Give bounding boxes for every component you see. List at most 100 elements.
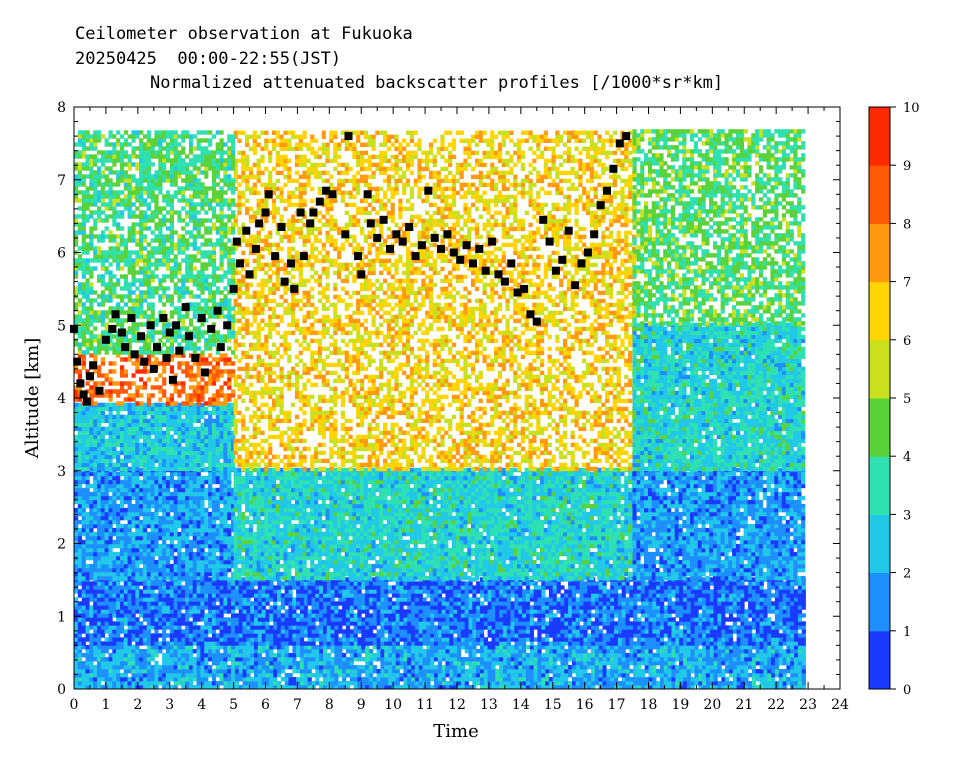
backscatter-cell <box>449 609 454 614</box>
backscatter-cell <box>568 589 573 594</box>
backscatter-cell <box>583 673 588 678</box>
backscatter-cell <box>533 673 538 678</box>
backscatter-cell <box>196 625 201 630</box>
backscatter-cell <box>514 581 519 586</box>
backscatter-cell <box>208 669 213 674</box>
backscatter-cell <box>242 677 247 682</box>
backscatter-cell <box>139 661 144 666</box>
backscatter-cell <box>548 585 554 590</box>
backscatter-cell <box>177 653 182 658</box>
backscatter-cell <box>717 657 722 662</box>
backscatter-cell <box>74 673 79 678</box>
backscatter-cell <box>763 605 768 610</box>
backscatter-cell <box>277 641 282 646</box>
backscatter-cell <box>529 589 534 594</box>
backscatter-cell <box>633 653 638 658</box>
backscatter-cell <box>215 665 220 670</box>
backscatter-cell <box>633 609 638 614</box>
backscatter-cell <box>571 633 577 638</box>
backscatter-cell <box>250 685 255 690</box>
backscatter-cell <box>568 633 573 638</box>
backscatter-cell <box>277 585 282 590</box>
backscatter-cell <box>246 641 251 646</box>
backscatter-cell <box>713 593 718 598</box>
backscatter-cell <box>583 669 588 674</box>
backscatter-cell <box>181 613 186 618</box>
backscatter-cell <box>227 673 232 678</box>
backscatter-cell <box>219 625 224 630</box>
backscatter-cell <box>231 617 236 622</box>
backscatter-cell <box>219 669 224 674</box>
backscatter-cell <box>751 581 757 586</box>
backscatter-cell <box>380 597 385 602</box>
backscatter-cell <box>93 605 98 610</box>
backscatter-cell <box>629 613 634 618</box>
backscatter-cell <box>169 677 174 682</box>
backscatter-cell <box>120 649 125 654</box>
backscatter-cell <box>751 677 757 682</box>
backscatter-cell <box>211 581 217 586</box>
backscatter-cell <box>330 629 335 634</box>
backscatter-cell <box>575 645 580 650</box>
backscatter-cell <box>150 673 155 678</box>
backscatter-cell <box>234 669 240 674</box>
backscatter-cell <box>234 605 240 610</box>
backscatter-cell <box>391 649 397 654</box>
backscatter-cell <box>617 597 623 602</box>
backscatter-cell <box>120 673 125 678</box>
backscatter-cell <box>292 613 297 618</box>
backscatter-cell <box>552 685 557 690</box>
backscatter-cell <box>571 597 577 602</box>
backscatter-cell <box>652 641 657 646</box>
backscatter-cell <box>384 649 389 654</box>
backscatter-cell <box>342 581 347 586</box>
backscatter-cell <box>548 613 554 618</box>
backscatter-cell <box>583 649 588 654</box>
backscatter-cell <box>280 585 285 590</box>
backscatter-cell <box>491 649 496 654</box>
backscatter-cell <box>728 685 734 690</box>
backscatter-cell <box>717 597 722 602</box>
backscatter-cell <box>74 629 79 634</box>
backscatter-cell <box>257 657 262 662</box>
backscatter-cell <box>250 669 255 674</box>
backscatter-cell <box>414 597 420 602</box>
backscatter-cell <box>342 681 347 686</box>
backscatter-cell <box>579 657 584 662</box>
backscatter-cell <box>89 681 94 686</box>
backscatter-cell <box>683 645 688 650</box>
backscatter-cell <box>560 637 565 642</box>
backscatter-cell <box>112 613 117 618</box>
backscatter-cell <box>296 593 301 598</box>
backscatter-cell <box>548 581 554 586</box>
backscatter-cell <box>652 645 657 650</box>
backscatter-cell <box>85 585 90 590</box>
backscatter-cell <box>108 633 113 638</box>
backscatter-cell <box>426 645 431 650</box>
backscatter-cell <box>683 661 688 666</box>
backscatter-cell <box>257 677 262 682</box>
backscatter-cell <box>660 665 665 670</box>
backscatter-cell <box>146 621 151 626</box>
backscatter-cell <box>93 653 98 658</box>
backscatter-cell <box>165 625 171 630</box>
backscatter-cell <box>177 661 182 666</box>
backscatter-cell <box>307 669 312 674</box>
backscatter-cell <box>192 633 197 638</box>
backscatter-cell <box>522 685 527 690</box>
backscatter-cell <box>483 589 488 594</box>
backscatter-cell <box>150 601 155 606</box>
backscatter-cell <box>434 585 439 590</box>
backscatter-cell <box>606 629 611 634</box>
backscatter-cell <box>120 617 125 622</box>
backscatter-cell <box>503 601 508 606</box>
backscatter-cell <box>150 613 155 618</box>
backscatter-cell <box>499 661 504 666</box>
backscatter-cell <box>211 593 217 598</box>
backscatter-cell <box>617 633 623 638</box>
backscatter-cell <box>277 605 282 610</box>
backscatter-cell <box>200 585 205 590</box>
backscatter-cell <box>368 601 374 606</box>
backscatter-cell <box>763 621 768 626</box>
backscatter-cell <box>740 669 745 674</box>
